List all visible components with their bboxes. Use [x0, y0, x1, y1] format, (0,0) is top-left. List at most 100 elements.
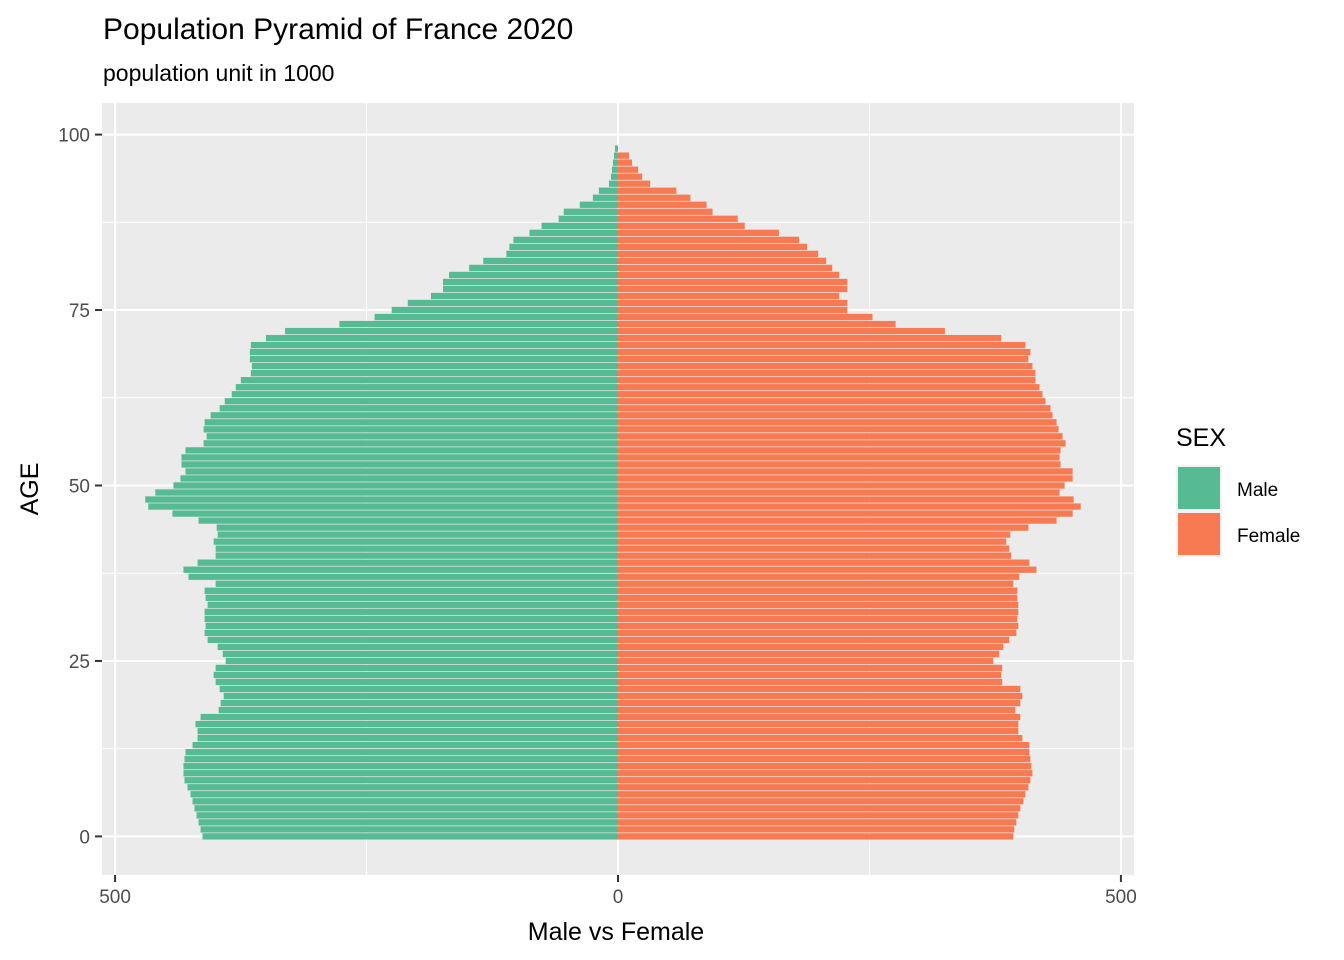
bar-female-age-73: [618, 320, 896, 328]
bar-male-age-18: [218, 706, 619, 714]
bar-female-age-38: [618, 566, 1037, 573]
bar-female-age-77: [618, 292, 840, 300]
bar-male-age-54: [181, 454, 619, 461]
bar-male-age-81: [469, 264, 618, 272]
bar-female-age-18: [618, 706, 1016, 714]
bar-female-age-92: [618, 187, 677, 194]
bar-female-age-68: [618, 356, 1029, 363]
bar-female-age-52: [618, 468, 1073, 475]
y-axis-title: AGE: [16, 463, 44, 516]
bar-male-age-92: [598, 187, 618, 194]
bar-male-age-72: [285, 327, 618, 335]
bar-male-age-66: [250, 370, 619, 377]
bar-male-age-36: [215, 580, 618, 587]
bar-male-age-49: [155, 489, 618, 496]
bar-female-age-35: [618, 587, 1018, 594]
bar-female-age-32: [618, 608, 1019, 615]
bar-male-age-19: [220, 699, 618, 707]
bar-female-age-96: [618, 159, 633, 166]
bar-female-age-21: [618, 685, 1021, 693]
bar-male-age-42: [213, 538, 619, 545]
bar-female-age-13: [618, 742, 1030, 749]
bar-male-age-32: [204, 608, 618, 615]
bar-female-age-67: [618, 363, 1033, 370]
bar-female-age-61: [618, 405, 1051, 412]
bar-male-age-56: [203, 440, 618, 447]
bar-female-age-41: [618, 545, 1010, 552]
y-tick-label: 100: [58, 126, 90, 147]
bar-male-age-73: [339, 320, 618, 328]
bar-male-age-51: [180, 475, 618, 482]
bar-female-age-74: [618, 313, 873, 321]
legend-label-male: Male: [1237, 480, 1278, 501]
bar-female-age-76: [618, 299, 848, 307]
bar-male-age-89: [563, 208, 618, 215]
bar-female-age-62: [618, 398, 1046, 405]
bar-male-age-45: [198, 517, 618, 524]
bar-male-age-34: [205, 594, 618, 601]
bar-male-age-11: [184, 756, 618, 763]
bar-male-age-25: [225, 657, 618, 665]
bar-male-age-93: [608, 180, 618, 187]
bar-female-age-79: [618, 278, 848, 286]
bar-female-age-30: [618, 622, 1019, 630]
bar-male-age-2: [198, 819, 618, 826]
bar-male-age-95: [611, 166, 618, 173]
bar-female-age-1: [618, 826, 1015, 833]
legend-swatch-male: [1178, 467, 1220, 509]
bar-male-age-5: [192, 798, 619, 805]
bar-male-age-4: [194, 805, 618, 812]
bar-female-age-2: [618, 819, 1017, 826]
bar-male-age-27: [217, 643, 618, 651]
bar-female-age-27: [618, 643, 1004, 651]
bar-male-age-33: [207, 601, 619, 608]
bar-male-age-76: [407, 299, 618, 307]
legend-item-female: Female: [1176, 511, 1300, 557]
bar-female-age-37: [618, 573, 1020, 580]
bar-male-age-40: [215, 552, 618, 559]
bar-male-age-28: [207, 636, 619, 644]
bar-male-age-23: [213, 671, 619, 679]
bar-male-age-39: [197, 559, 619, 566]
bar-male-age-55: [185, 447, 618, 454]
bar-female-age-33: [618, 601, 1019, 608]
bar-male-age-83: [506, 250, 618, 258]
bar-female-age-5: [618, 798, 1024, 805]
bar-female-age-45: [618, 517, 1057, 524]
bar-female-age-28: [618, 636, 1010, 644]
bar-male-age-58: [203, 426, 618, 433]
bar-female-age-7: [618, 784, 1029, 791]
bar-male-age-6: [190, 791, 618, 798]
bar-male-age-17: [200, 713, 618, 721]
bar-male-age-31: [204, 615, 618, 622]
bar-female-age-53: [618, 461, 1061, 468]
bar-male-age-86: [529, 229, 618, 236]
bar-female-age-3: [618, 812, 1019, 819]
bar-male-age-91: [592, 194, 618, 201]
bar-male-age-44: [216, 524, 618, 531]
x-axis: 500 0 500: [99, 875, 1137, 908]
bar-male-age-0: [202, 833, 619, 840]
bar-male-age-82: [483, 257, 618, 265]
bar-female-age-88: [618, 215, 738, 222]
bar-male-age-88: [558, 215, 618, 222]
bar-male-age-64: [235, 384, 618, 391]
bar-female-age-66: [618, 370, 1036, 377]
bar-male-age-96: [612, 159, 618, 166]
bar-male-age-29: [204, 629, 618, 637]
bar-female-age-60: [618, 412, 1053, 419]
bar-male-age-14: [197, 734, 619, 742]
bar-female-age-85: [618, 236, 800, 244]
bar-female-age-10: [618, 763, 1032, 770]
y-tick-label: 50: [69, 476, 90, 497]
bar-male-age-57: [206, 433, 618, 440]
bar-female-age-69: [618, 348, 1031, 356]
bar-male-age-20: [223, 692, 619, 700]
bar-female-age-12: [618, 749, 1030, 756]
bar-male-age-98: [614, 145, 618, 152]
bar-male-age-53: [181, 461, 619, 468]
bar-male-age-79: [442, 278, 618, 286]
bar-male-age-52: [185, 468, 618, 475]
legend-title: SEX: [1176, 424, 1226, 452]
